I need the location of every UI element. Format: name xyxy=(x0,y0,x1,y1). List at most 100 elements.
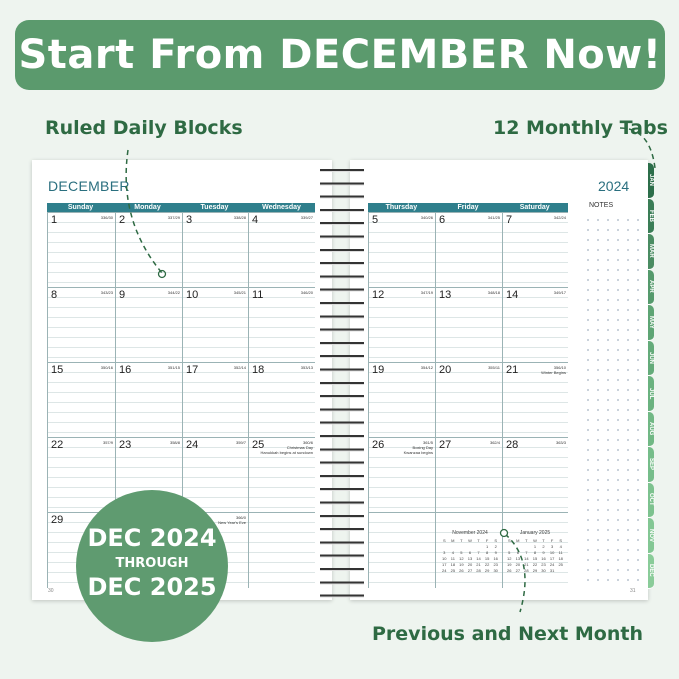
weekday-tuesday: Tuesday xyxy=(200,204,229,211)
day-of-year: 341/25 xyxy=(487,215,500,220)
day-cell[interactable]: 7 342/24 xyxy=(502,212,568,287)
day-cell[interactable] xyxy=(248,512,315,588)
mini-day: 10 xyxy=(549,549,555,555)
month-tab-dec[interactable]: DEC xyxy=(648,553,654,589)
day-cell[interactable]: 5 340/26 xyxy=(368,212,435,287)
month-tab-mar[interactable]: MAR xyxy=(648,234,654,270)
month-tab-jan[interactable]: JAN xyxy=(648,163,654,199)
day-cell[interactable]: 28 363/3 xyxy=(502,437,568,512)
day-cell[interactable]: 20 355/11 xyxy=(435,362,502,437)
day-cell[interactable]: 10 345/21 xyxy=(182,287,248,362)
month-tab-oct[interactable]: OCT xyxy=(648,482,654,518)
notes-dot-grid[interactable] xyxy=(583,215,641,585)
month-tab-jul[interactable]: JUL xyxy=(648,376,654,412)
mini-day: 15 xyxy=(484,555,490,561)
day-cell[interactable]: 4 339/27 xyxy=(248,212,315,287)
mini-day: 18 xyxy=(558,555,563,561)
mini-day: 26 xyxy=(507,567,512,573)
day-cell[interactable]: 21 356/10 Winter Begins xyxy=(502,362,568,437)
day-cell[interactable]: 8 343/23 xyxy=(47,287,115,362)
month-tab-nov[interactable]: NOV xyxy=(648,518,654,554)
day-number: 3 xyxy=(186,214,193,226)
day-cell[interactable]: 14 349/17 xyxy=(502,287,568,362)
mini-day: 18 xyxy=(450,561,456,567)
day-number: 21 xyxy=(506,364,519,376)
day-of-year: 345/21 xyxy=(233,290,246,295)
day-cell[interactable]: 19 354/12 xyxy=(368,362,435,437)
mini-day: 31 xyxy=(549,567,555,573)
mini-day: 13 xyxy=(515,555,521,561)
day-cell[interactable]: 18 353/13 xyxy=(248,362,315,437)
day-of-year: 354/12 xyxy=(420,365,433,370)
day-cell[interactable]: 11 346/20 xyxy=(248,287,315,362)
mini-weekday: M xyxy=(516,537,520,543)
mini-day: 24 xyxy=(549,561,555,567)
day-of-year: 356/10 xyxy=(553,365,566,370)
day-number: 14 xyxy=(506,289,519,301)
month-tab-apr[interactable]: APR xyxy=(648,269,654,305)
day-cell[interactable]: 22 357/9 xyxy=(47,437,115,512)
day-cell[interactable]: 24 359/7 xyxy=(182,437,248,512)
arrow-tabs xyxy=(619,127,656,169)
mini-weekday: S xyxy=(442,537,446,543)
mini-day: 19 xyxy=(459,561,464,567)
mini-day: 6 xyxy=(516,549,519,555)
day-cell[interactable]: 26 361/5 Boxing Day Kwanzaa begins xyxy=(368,437,435,512)
day-number: 26 xyxy=(372,439,385,451)
month-tab-sep[interactable]: SEP xyxy=(648,447,654,483)
day-number: 17 xyxy=(186,364,199,376)
holiday-note: Boxing Day Kwanzaa begins xyxy=(403,445,433,455)
badge-start: DEC 2024 xyxy=(87,524,217,552)
month-tab-jun[interactable]: JUN xyxy=(648,340,654,376)
day-of-year: 360/6 xyxy=(302,440,313,445)
weekday-friday: Friday xyxy=(457,204,479,211)
day-cell[interactable]: 15 350/16 xyxy=(47,362,115,437)
day-of-year: 346/20 xyxy=(300,290,313,295)
day-cell[interactable]: 25 360/6 Christmas Day Hanukkah begins at … xyxy=(248,437,315,512)
mini-day: 14 xyxy=(524,555,529,561)
day-number: 22 xyxy=(51,439,64,451)
day-number: 27 xyxy=(439,439,452,451)
mini-day: 10 xyxy=(442,555,447,561)
day-cell[interactable]: 13 348/18 xyxy=(435,287,502,362)
day-number: 2 xyxy=(119,214,126,226)
notes-label: NOTES xyxy=(589,202,614,209)
mini-day: 4 xyxy=(451,549,454,555)
day-number: 7 xyxy=(506,214,513,226)
day-cell[interactable]: 9 344/22 xyxy=(115,287,182,362)
month-tab-feb[interactable]: FEB xyxy=(648,198,654,234)
arrow-months xyxy=(504,533,526,613)
callout-previous-next-month: Previous and Next Month xyxy=(372,623,643,645)
day-cell[interactable] xyxy=(368,512,435,588)
day-cell[interactable]: 12 347/19 xyxy=(368,287,435,362)
headline-banner: Start From DECEMBER Now! xyxy=(15,20,665,90)
day-cell[interactable]: 27 362/4 xyxy=(435,437,502,512)
month-tab-aug[interactable]: AUG xyxy=(648,411,654,447)
mini-day: 11 xyxy=(558,549,563,555)
mini-calendar: November 2024 S M T W T F S 1 2 3 4 5 6 7 8 9 10 11 12 13 14 1… xyxy=(440,530,500,573)
mini-day: 14 xyxy=(476,555,481,561)
mini-day: 11 xyxy=(450,555,455,561)
mini-weekday: T xyxy=(525,537,528,543)
day-cell[interactable]: 6 341/25 xyxy=(435,212,502,287)
day-cell[interactable]: 2 337/29 xyxy=(115,212,182,287)
day-of-year: 337/29 xyxy=(167,215,180,220)
day-cell[interactable]: 17 352/14 xyxy=(182,362,248,437)
day-cell[interactable]: 16 351/15 xyxy=(115,362,182,437)
mini-day: 25 xyxy=(558,561,563,567)
mini-day: 21 xyxy=(524,561,529,567)
mini-weekday: F xyxy=(485,537,489,543)
mini-day: 28 xyxy=(476,567,481,573)
day-cell[interactable]: 3 338/28 xyxy=(182,212,248,287)
day-cell[interactable]: 1 336/30 xyxy=(47,212,115,287)
mini-day: 30 xyxy=(541,567,546,573)
mini-day: 2 xyxy=(542,543,545,549)
day-cell[interactable] xyxy=(502,512,568,588)
callout-monthly-tabs: 12 Monthly Tabs xyxy=(493,117,668,139)
month-tab-may[interactable]: MAY xyxy=(648,305,654,341)
day-number: 12 xyxy=(372,289,385,301)
mini-day: 27 xyxy=(515,567,521,573)
day-cell[interactable] xyxy=(435,512,502,588)
day-number: 5 xyxy=(372,214,379,226)
